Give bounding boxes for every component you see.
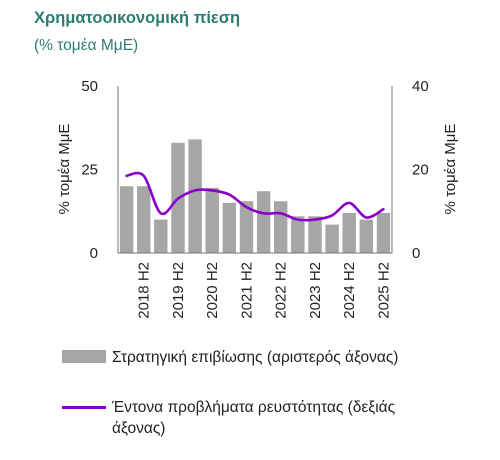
chart: 0 25 50 0 20 40 2018 H2 2019 H2 2020 H2 2021 H2… <box>56 78 459 319</box>
bar <box>119 186 134 253</box>
x-tick-label: 2020 H2 <box>204 262 221 319</box>
chart-subtitle: (% τομέα ΜμΕ) <box>34 37 139 54</box>
x-tick-label: 2023 H2 <box>307 262 324 319</box>
bar <box>239 201 254 253</box>
x-tick-label: 2019 H2 <box>170 262 187 319</box>
chart-title: Χρηματοοικονομική πίεση <box>34 9 241 27</box>
bar <box>137 186 151 253</box>
bar <box>256 191 271 253</box>
legend-line-label: Έντονα προβλήματα ρευστότητας (δεξιάς άξ… <box>112 399 396 437</box>
x-tick-label: 2018 H2 <box>136 262 153 319</box>
left-tick-label: 50 <box>81 78 98 95</box>
bars-layer <box>119 139 391 253</box>
left-axis-label: % τομέα ΜμΕ <box>56 124 73 215</box>
right-tick-label: 0 <box>412 245 420 262</box>
right-tick-label: 40 <box>412 78 429 95</box>
x-tick-label: 2025 H2 <box>375 262 392 319</box>
x-tick-label: 2022 H2 <box>273 262 290 319</box>
left-tick-labels: 0 25 50 <box>81 78 98 262</box>
bar <box>154 219 168 253</box>
bar <box>274 201 288 253</box>
right-tick-labels: 0 20 40 <box>412 78 429 262</box>
legend-bar-swatch <box>62 350 106 363</box>
bar <box>205 187 219 253</box>
legend-bar-label: Στρατηγική επιβίωσης (αριστερός άξονας) <box>112 349 399 366</box>
line-layer <box>125 171 385 222</box>
left-tick-label: 0 <box>90 245 98 262</box>
bar <box>359 219 373 253</box>
bar <box>291 216 305 253</box>
x-tick-label: 2021 H2 <box>238 262 255 319</box>
left-tick-label: 25 <box>81 162 98 179</box>
bar <box>342 212 356 253</box>
axes-layer <box>117 86 393 254</box>
legend-line: Έντονα προβλήματα ρευστότητας (δεξιάς άξ… <box>62 397 442 439</box>
bar <box>308 216 322 253</box>
bar <box>222 202 236 253</box>
x-tick-label: 2024 H2 <box>341 262 358 319</box>
bar <box>325 224 339 253</box>
legend-bars: Στρατηγική επιβίωσης (αριστερός άξονας) <box>62 347 442 368</box>
right-axis-label: % τομέα ΜμΕ <box>442 124 459 215</box>
line-series <box>125 171 385 222</box>
legend-line-swatch <box>62 406 106 409</box>
bar <box>376 212 391 253</box>
right-tick-label: 20 <box>412 162 429 179</box>
bar <box>188 139 202 253</box>
x-tick-labels: 2018 H2 2019 H2 2020 H2 2021 H2 2022 H2 2023 … <box>136 262 393 319</box>
